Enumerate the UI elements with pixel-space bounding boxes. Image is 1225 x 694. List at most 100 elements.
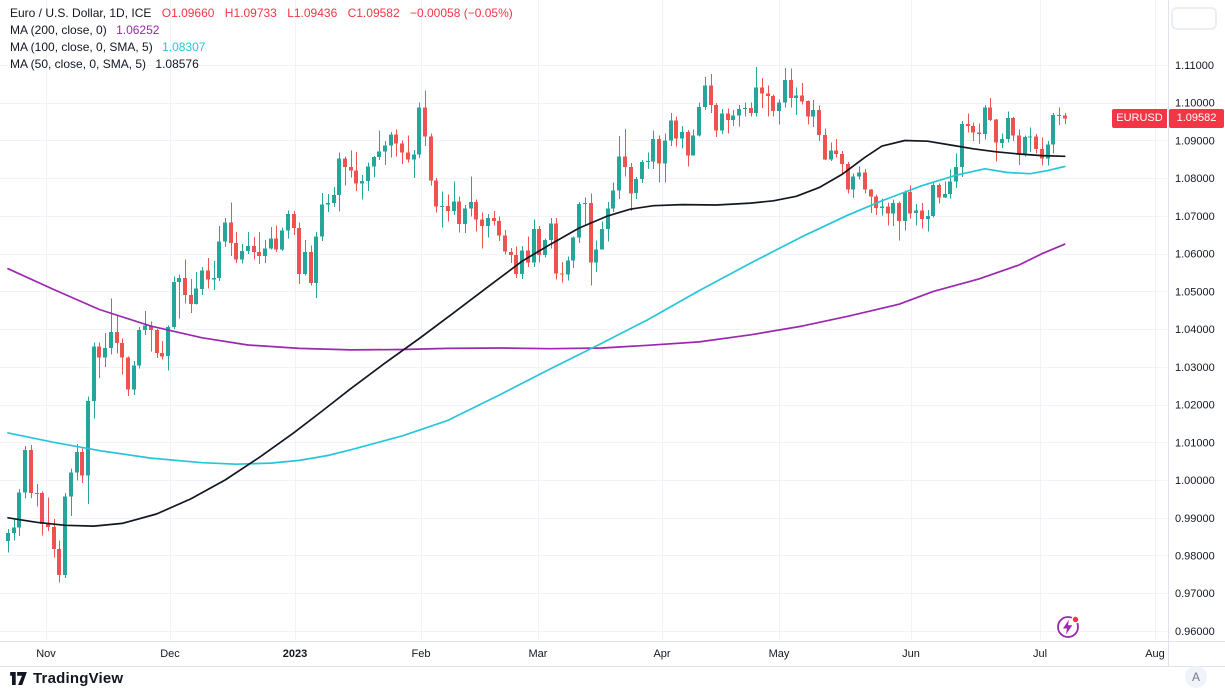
candle-body: [600, 229, 604, 250]
price-axis-label: 1.11000: [1175, 60, 1214, 72]
candle-body: [160, 352, 164, 357]
indicator-row-ma50[interactable]: MA (50, close, 0, SMA, 5) 1.08576: [10, 56, 513, 73]
candle-body: [212, 277, 216, 280]
candle-body: [897, 203, 901, 221]
tradingview-logo[interactable]: TradingView: [10, 670, 123, 687]
candle-body: [75, 452, 79, 473]
candle-body: [463, 208, 467, 224]
candle-body: [771, 95, 775, 111]
candle-body: [372, 157, 376, 167]
font-size-button[interactable]: A: [1185, 666, 1207, 688]
candle-body: [766, 93, 770, 96]
price-axis-label: 0.99000: [1175, 513, 1215, 525]
flash-button[interactable]: [1055, 614, 1081, 640]
candle-body: [948, 181, 952, 195]
price-axis-label: 0.96000: [1175, 626, 1215, 638]
candle-body: [417, 107, 421, 155]
candle-body: [680, 132, 684, 139]
axis-corner-button[interactable]: [1171, 7, 1217, 30]
candle-body: [303, 251, 307, 275]
candle-body: [749, 108, 753, 113]
candle-body: [1011, 117, 1015, 136]
candle-body: [252, 246, 256, 253]
time-axis-label: Jul: [1033, 648, 1047, 660]
candle-body: [920, 210, 924, 219]
candle-body: [429, 136, 433, 181]
candle-body: [754, 87, 758, 113]
candle-body: [851, 176, 855, 190]
time-axis-label: Aug: [1145, 648, 1165, 660]
candle-body: [537, 229, 541, 255]
ohlc-change: −0.00058 (−0.05%): [409, 6, 513, 20]
candle-body: [549, 223, 553, 241]
candle-body: [686, 132, 690, 156]
candle-body: [840, 154, 844, 165]
candle-body: [480, 219, 484, 227]
candle-body: [486, 217, 490, 227]
time-axis-label: Jun: [902, 648, 920, 660]
candle-body: [886, 206, 890, 214]
candle-body: [594, 249, 598, 263]
tradingview-wordmark: TradingView: [33, 670, 124, 687]
candle-body: [560, 273, 564, 275]
indicator-row-ma200[interactable]: MA (200, close, 0) 1.06252: [10, 22, 513, 39]
candle-body: [434, 180, 438, 207]
candle-body: [937, 185, 941, 198]
candle-body: [566, 260, 570, 275]
candle-body: [292, 214, 296, 228]
candle-body: [337, 158, 341, 195]
candle-body: [286, 214, 290, 231]
candle-body: [6, 532, 10, 542]
candle-body: [120, 343, 124, 358]
candle-body: [194, 288, 198, 304]
price-axis-label: 1.08000: [1175, 173, 1215, 185]
candle-body: [189, 295, 193, 304]
candle-body: [343, 158, 347, 167]
last-price-tag: EURUSD 1.09582: [0, 109, 1225, 128]
candle-body: [177, 278, 181, 282]
indicator-row-ma100[interactable]: MA (100, close, 0, SMA, 5) 1.08307: [10, 39, 513, 56]
candle-body: [971, 126, 975, 133]
candle-body: [903, 192, 907, 221]
candle-body: [103, 348, 107, 358]
candle-body: [12, 527, 16, 533]
candle-body: [452, 201, 456, 211]
candle-body: [954, 166, 958, 182]
candle-body: [834, 150, 838, 155]
time-axis[interactable]: Nov Dec 2023 Feb Mar Apr May Jun Jul Aug: [36, 648, 1165, 660]
candle-body: [229, 222, 233, 244]
candle-body: [966, 123, 970, 127]
candle-body: [240, 251, 244, 260]
candle-body: [1063, 115, 1067, 119]
candle-body: [1028, 136, 1032, 138]
candle-body: [469, 202, 473, 209]
candle-body: [760, 87, 764, 94]
candle-body: [926, 215, 930, 219]
symbol-row[interactable]: Euro / U.S. Dollar, 1D, ICE O1.09660 H1.…: [10, 5, 513, 22]
candle-body: [172, 281, 176, 327]
candle-body: [509, 251, 513, 256]
candle-body: [714, 105, 718, 131]
time-axis-label: 2023: [283, 648, 307, 660]
candle-body: [983, 107, 987, 135]
candle-body: [703, 85, 707, 107]
candle-body: [63, 496, 67, 575]
time-axis-label: Dec: [160, 648, 180, 660]
candle-body: [314, 236, 318, 284]
candle-body: [92, 346, 96, 402]
candle-body: [503, 235, 507, 252]
ma100-label: MA (100, close, 0, SMA, 5): [10, 40, 153, 54]
ohlc-low: L1.09436: [287, 6, 338, 20]
candle-body: [646, 161, 650, 163]
candle-body: [731, 115, 735, 121]
candle-body: [457, 201, 461, 224]
symbol-title: Euro / U.S. Dollar, 1D, ICE: [10, 6, 152, 20]
ohlc-close: C1.09582: [347, 6, 400, 20]
candle-body: [869, 189, 873, 197]
candle-body: [86, 401, 90, 476]
candle-body: [514, 255, 518, 275]
candle-body: [263, 248, 267, 256]
price-axis[interactable]: 1.11000 1.10000 1.09000 1.08000 1.07000 1.060…: [1175, 60, 1215, 638]
candle-body: [57, 549, 61, 575]
